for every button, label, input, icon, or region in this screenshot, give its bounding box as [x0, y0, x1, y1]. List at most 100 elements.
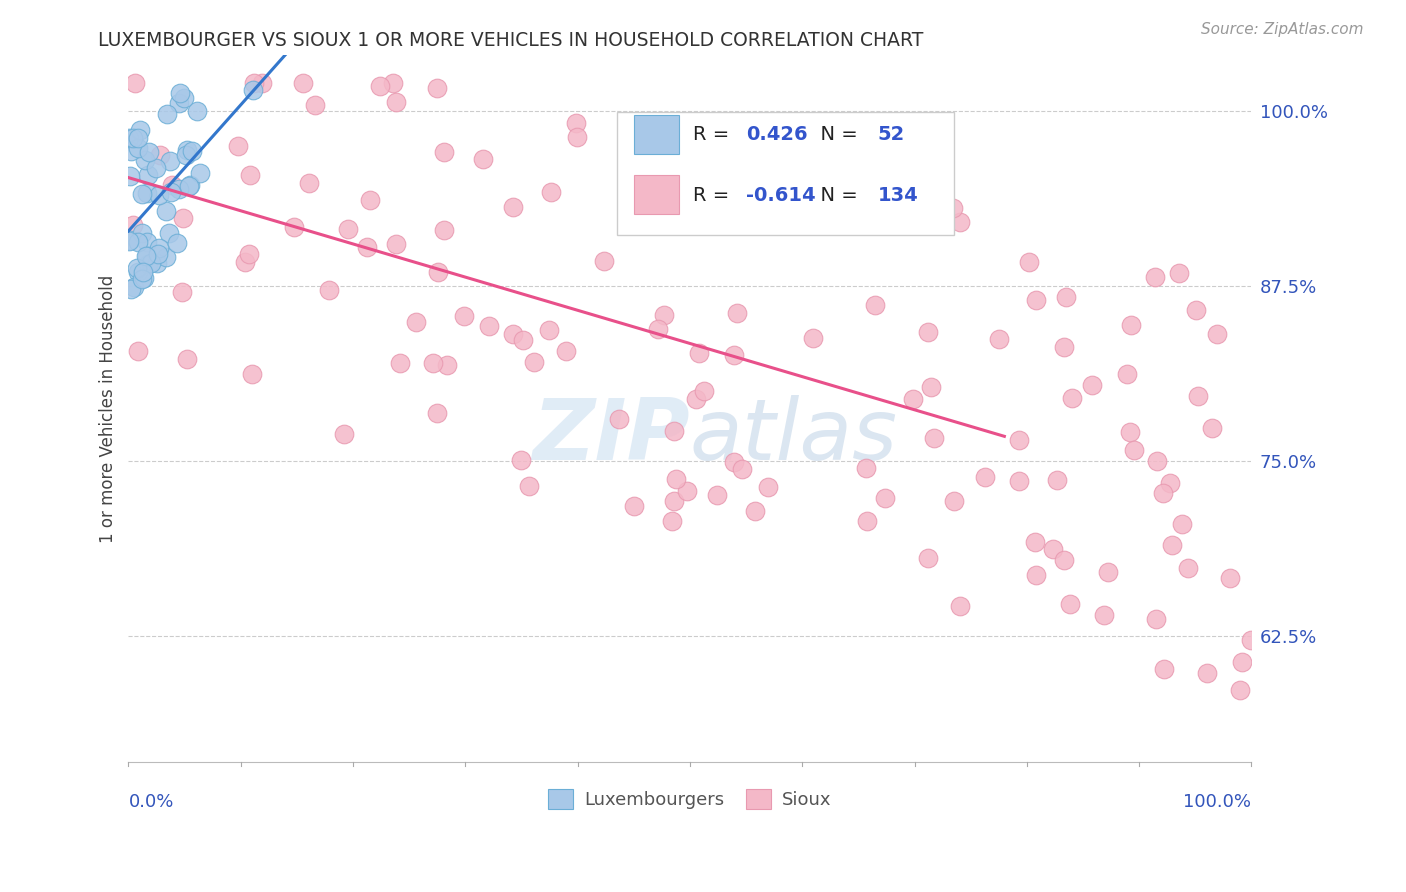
Point	[118, 130, 141, 145]
Point	[250, 76, 273, 90]
Point	[863, 298, 886, 312]
Point	[472, 152, 495, 166]
Point	[688, 346, 710, 360]
Point	[176, 352, 198, 367]
Point	[593, 254, 616, 268]
Point	[855, 514, 877, 528]
Point	[645, 152, 668, 166]
Point	[127, 140, 149, 154]
Point	[1042, 542, 1064, 557]
Point	[723, 348, 745, 362]
Point	[1229, 682, 1251, 697]
Point	[129, 123, 152, 137]
Text: N =: N =	[808, 186, 863, 204]
Point	[388, 356, 411, 370]
Point	[662, 424, 685, 438]
Point	[801, 331, 824, 345]
Text: atlas: atlas	[690, 395, 898, 478]
Text: 100.0%: 100.0%	[1184, 793, 1251, 811]
Point	[180, 144, 202, 158]
Point	[988, 332, 1011, 346]
Point	[370, 78, 392, 93]
Point	[723, 455, 745, 469]
Point	[917, 325, 939, 339]
Point	[159, 153, 181, 168]
Point	[1122, 443, 1144, 458]
Point	[169, 86, 191, 100]
Point	[155, 204, 177, 219]
Point	[1152, 486, 1174, 500]
Point	[120, 282, 142, 296]
Point	[974, 470, 997, 484]
Point	[1143, 270, 1166, 285]
Point	[502, 327, 524, 342]
Point	[172, 285, 194, 300]
Point	[127, 265, 149, 279]
Point	[122, 219, 145, 233]
Point	[565, 130, 588, 145]
Point	[436, 359, 458, 373]
Text: 52: 52	[877, 125, 904, 144]
Point	[132, 264, 155, 278]
Point	[1146, 454, 1168, 468]
Point	[1008, 474, 1031, 488]
Point	[233, 254, 256, 268]
Text: LUXEMBOURGER VS SIOUX 1 OR MORE VEHICLES IN HOUSEHOLD CORRELATION CHART: LUXEMBOURGER VS SIOUX 1 OR MORE VEHICLES…	[98, 31, 924, 50]
Point	[652, 309, 675, 323]
Point	[477, 318, 499, 333]
Text: 0.0%: 0.0%	[128, 793, 174, 811]
Point	[834, 184, 856, 198]
Point	[1060, 391, 1083, 405]
Point	[744, 504, 766, 518]
Point	[903, 392, 925, 406]
Point	[174, 148, 197, 162]
Point	[298, 177, 321, 191]
Point	[146, 256, 169, 270]
Point	[1160, 538, 1182, 552]
Point	[127, 235, 149, 250]
Point	[188, 166, 211, 180]
Point	[1119, 425, 1142, 439]
Point	[609, 412, 631, 426]
Point	[186, 103, 208, 118]
Point	[942, 201, 965, 215]
Point	[554, 343, 576, 358]
FancyBboxPatch shape	[617, 112, 953, 235]
Point	[427, 265, 450, 279]
Point	[502, 201, 524, 215]
Point	[157, 226, 180, 240]
Point	[173, 91, 195, 105]
Point	[634, 163, 657, 178]
Point	[942, 494, 965, 508]
Point	[135, 249, 157, 263]
Point	[1167, 267, 1189, 281]
Point	[1197, 665, 1219, 680]
Point	[685, 392, 707, 406]
Point	[384, 236, 406, 251]
Text: 134: 134	[877, 186, 918, 204]
Point	[1092, 607, 1115, 622]
Point	[127, 344, 149, 359]
Point	[1187, 389, 1209, 403]
Point	[1080, 377, 1102, 392]
Point	[141, 255, 163, 269]
Point	[517, 479, 540, 493]
Text: 0.426: 0.426	[747, 125, 807, 144]
Text: N =: N =	[808, 125, 863, 144]
Point	[118, 234, 141, 248]
Point	[647, 322, 669, 336]
Point	[1239, 633, 1261, 648]
Point	[125, 260, 148, 275]
Point	[537, 323, 560, 337]
Point	[1206, 327, 1229, 342]
Point	[124, 76, 146, 90]
Point	[148, 241, 170, 255]
Text: -0.614: -0.614	[747, 186, 815, 204]
Point	[148, 188, 170, 202]
Point	[136, 186, 159, 200]
Point	[384, 95, 406, 110]
Bar	[634, 175, 679, 214]
Point	[155, 251, 177, 265]
Point	[645, 140, 668, 154]
Point	[179, 178, 201, 192]
